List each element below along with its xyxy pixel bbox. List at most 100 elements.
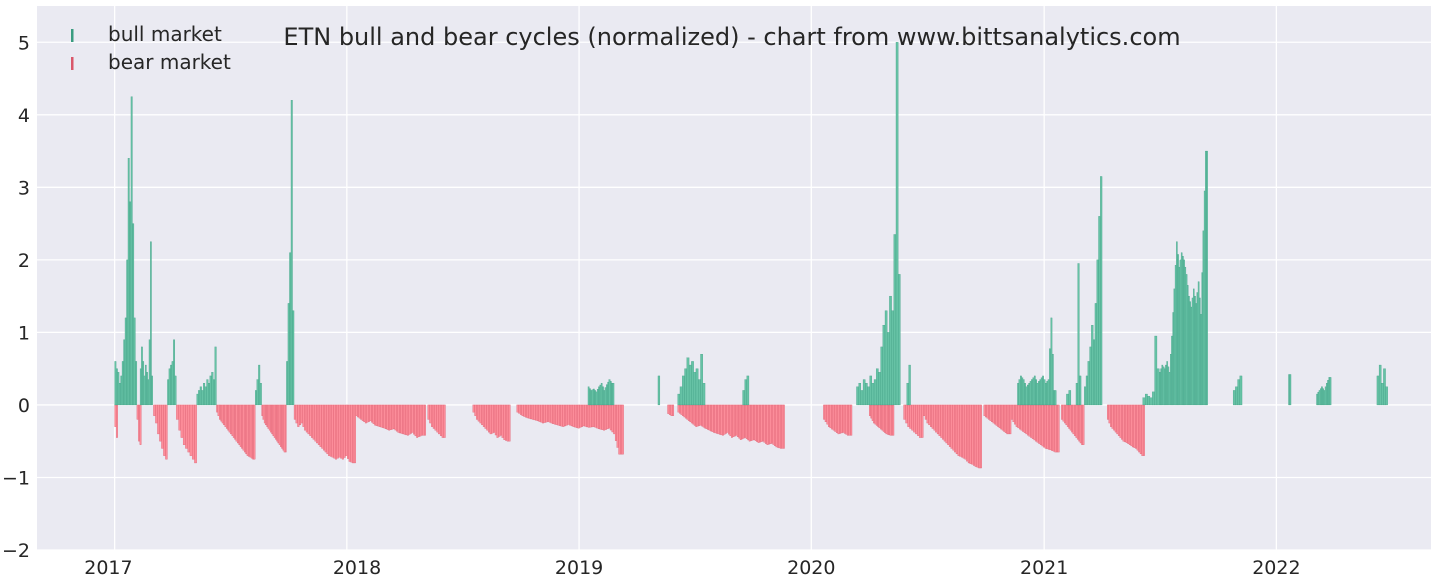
bear-bar [217, 404, 220, 416]
bear-bar [153, 404, 156, 416]
bull-bar [871, 383, 875, 406]
bear-bar [753, 404, 756, 440]
bear-bar [763, 404, 766, 443]
bull-bar [686, 357, 690, 406]
bear-bar [1023, 404, 1026, 433]
bull-bar [1197, 281, 1200, 406]
bull-bar [612, 383, 615, 406]
bear-bar [1117, 404, 1120, 436]
bull-bar [1323, 390, 1326, 406]
bull-bar [604, 387, 607, 406]
bear-bar [232, 404, 235, 438]
bear-bar [547, 404, 550, 422]
bear-bar [341, 404, 344, 460]
bear-bar [336, 404, 339, 459]
bear-bar [964, 404, 967, 460]
bear-bar [225, 404, 228, 429]
bear-bar [693, 404, 696, 426]
bull-bar [596, 389, 599, 406]
bear-bar [957, 404, 960, 456]
bear-bar [579, 404, 582, 428]
bear-bar [422, 404, 425, 436]
bear-bar [385, 404, 388, 430]
y-axis-ticks: 5 4 3 2 1 0 −1 −2 [2, 32, 30, 562]
bear-bar [769, 404, 772, 445]
bear-bar [710, 404, 712, 432]
bear-bar [328, 404, 331, 456]
bear-bar [936, 404, 939, 435]
bull-bar [196, 393, 199, 406]
bear-bar [282, 404, 285, 451]
bear-bar [717, 404, 720, 435]
bull-bar [599, 384, 602, 406]
bull-bar [873, 379, 877, 406]
bear-bar [966, 404, 969, 462]
y-tick-label: 4 [18, 105, 30, 127]
bear-bar [667, 404, 670, 414]
bear-bar [275, 404, 277, 440]
bear-bar [1074, 404, 1076, 436]
bear-bar [923, 404, 926, 416]
bear-bar [995, 404, 998, 426]
x-tick-label: 2018 [333, 557, 381, 579]
bull-bar [1085, 375, 1088, 406]
bear-bar [399, 404, 402, 434]
bear-bar [417, 404, 420, 437]
bull-bar [1182, 256, 1184, 406]
bear-bar [1062, 404, 1065, 422]
x-tick-label: 2017 [84, 557, 132, 579]
bull-bar [1180, 252, 1183, 406]
bear-bar [486, 404, 489, 431]
bull-bar [151, 375, 153, 406]
bull-bar [682, 375, 685, 406]
bull-bar [1185, 274, 1188, 406]
bear-bar [765, 404, 767, 444]
bull-bar [695, 368, 699, 406]
bull-bar [1159, 372, 1161, 406]
bull-bar [1322, 388, 1324, 406]
bear-bar [701, 404, 704, 427]
bull-bar [1235, 386, 1238, 406]
bull-bar [1147, 396, 1151, 406]
bull-bar [598, 386, 600, 406]
bull-bar [1084, 386, 1087, 406]
bear-bar [620, 404, 623, 455]
bull-bar [1239, 375, 1243, 406]
bull-bar [594, 390, 596, 406]
bull-bar [858, 383, 862, 406]
bear-bar [986, 404, 989, 419]
bear-bar [873, 404, 875, 424]
bull-bar [1018, 379, 1021, 406]
bear-bar [716, 404, 718, 434]
bear-bar [575, 404, 578, 428]
bear-bar [682, 404, 684, 416]
bear-bar [536, 404, 539, 422]
bear-bar [690, 404, 693, 424]
bear-bar [1075, 404, 1078, 438]
bear-bar [161, 404, 164, 449]
bear-bar [1051, 404, 1054, 451]
bear-bar [227, 404, 230, 431]
bear-bar [684, 404, 687, 419]
bear-bar [871, 404, 874, 421]
x-tick-label: 2022 [1252, 557, 1300, 579]
bear-bar [406, 404, 409, 436]
bear-bar [603, 404, 606, 431]
bull-bar [1038, 381, 1040, 406]
bear-bar [314, 404, 317, 442]
bull-bar [1142, 397, 1146, 406]
bull-bar [1173, 288, 1176, 406]
bear-bar [139, 404, 142, 445]
bear-bar [550, 404, 553, 424]
bear-bar [276, 404, 278, 442]
bear-bar [834, 404, 837, 432]
bear-bar [835, 404, 838, 433]
bull-bar [1166, 361, 1168, 406]
bear-bar [744, 404, 747, 438]
bear-bar [837, 404, 840, 435]
bull-bar [1040, 377, 1043, 406]
bear-bar [687, 404, 690, 421]
bear-bar [386, 404, 389, 430]
bear-bar [888, 404, 891, 436]
bull-bar [746, 375, 750, 406]
